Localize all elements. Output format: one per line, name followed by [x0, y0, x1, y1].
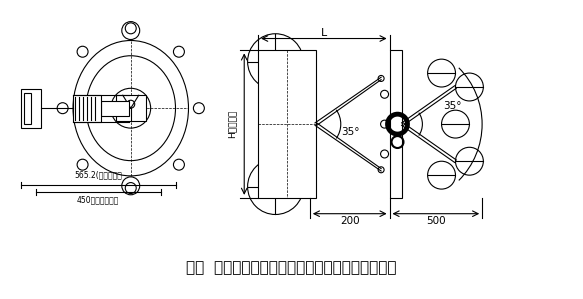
Bar	[101, 101, 129, 116]
Bar	[73, 95, 101, 122]
Text: 35°: 35°	[342, 127, 360, 137]
Text: L: L	[321, 28, 327, 38]
Text: 565.2(有铁悬片）: 565.2(有铁悬片）	[74, 171, 122, 180]
Text: 图一  普通型电动浮球液位变送器结构及安装尺寸图: 图一 普通型电动浮球液位变送器结构及安装尺寸图	[186, 260, 396, 275]
Bar	[24, 93, 31, 124]
Bar	[389, 51, 402, 198]
Bar	[21, 89, 41, 128]
Text: H（量程）: H（量程）	[228, 110, 237, 138]
Text: 200: 200	[340, 216, 360, 226]
Text: 35°: 35°	[443, 101, 462, 111]
Bar	[258, 51, 316, 198]
Text: 450（无铁悬片）: 450（无铁悬片）	[77, 196, 119, 205]
Bar	[116, 95, 146, 121]
Text: 500: 500	[426, 216, 445, 226]
